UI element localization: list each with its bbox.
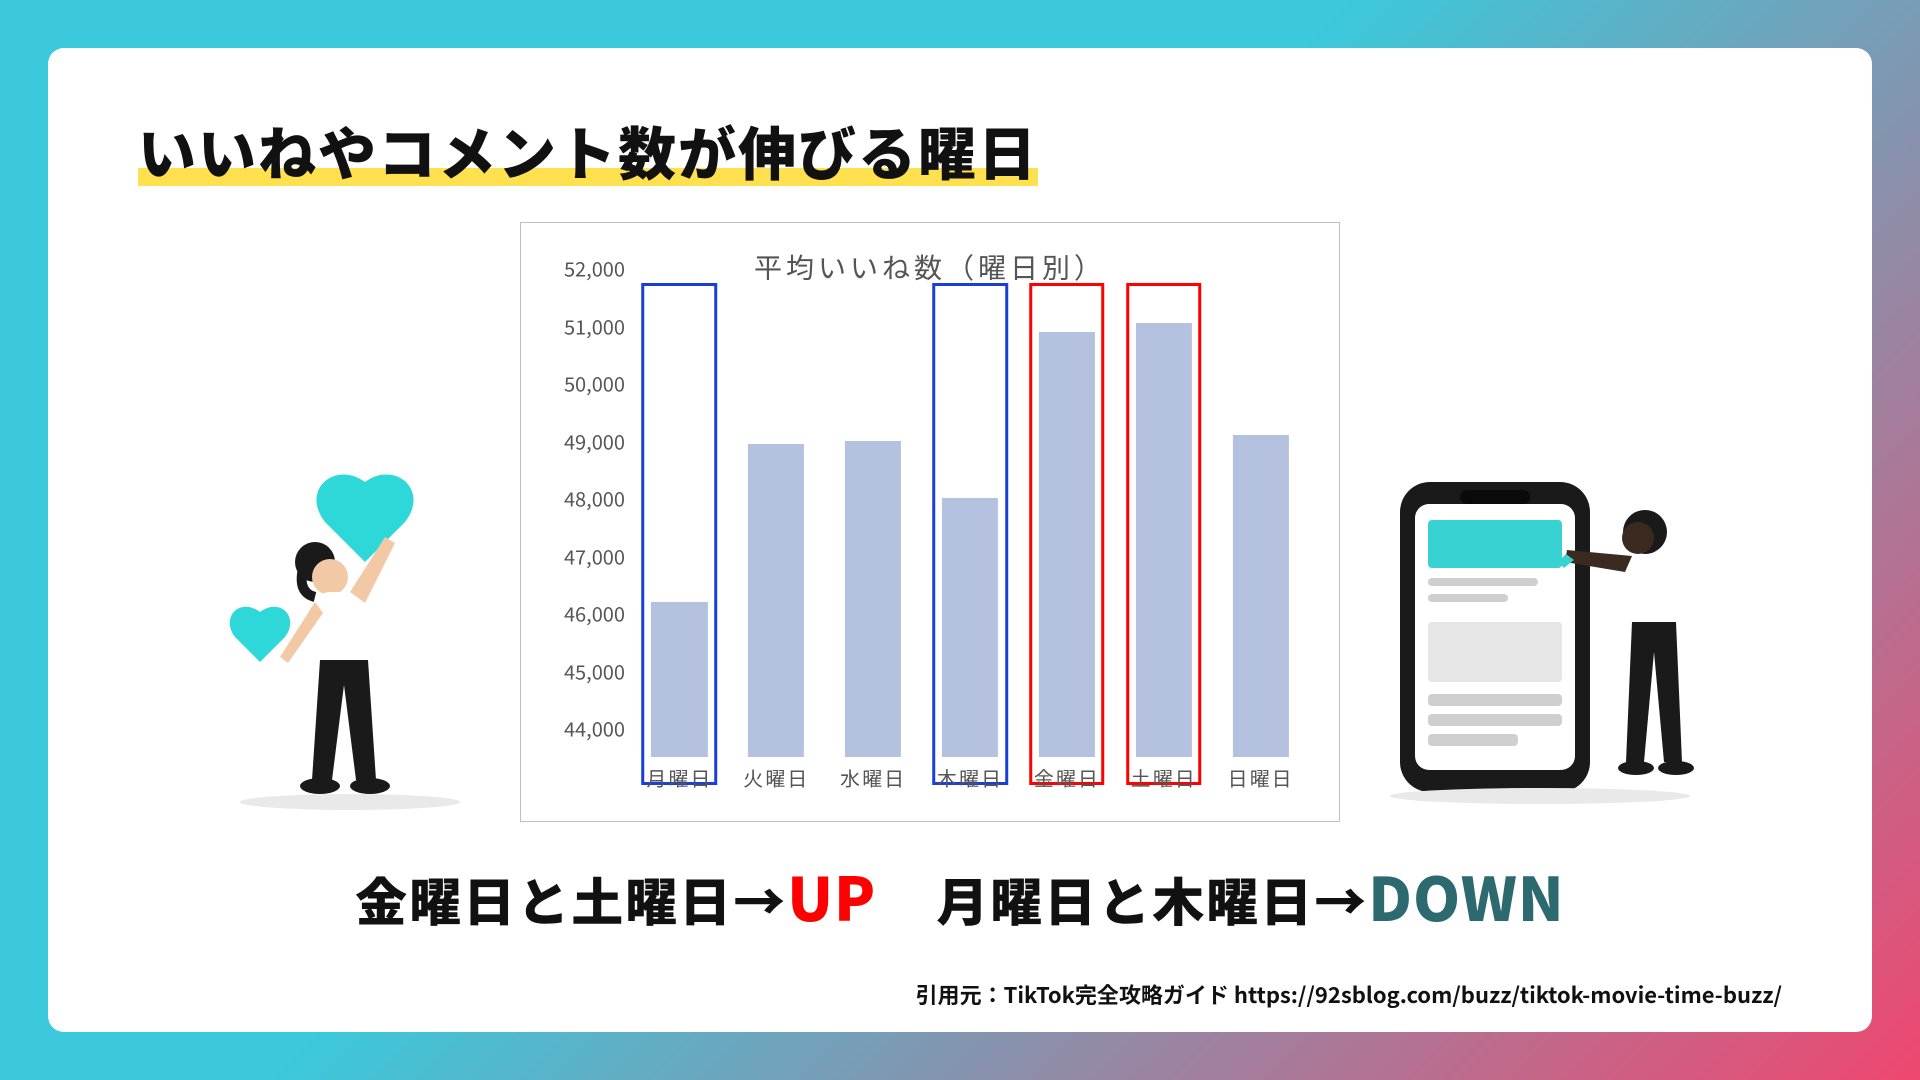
up-label: UP [787,852,876,939]
bar [845,441,901,757]
weekday-likes-chart: 平均いいね数（曜日別） 44,000 45,000 46,000 47,000 48,0… [520,222,1340,822]
y-tick-label: 52,000 [541,254,625,283]
bars-container [631,297,1309,757]
y-tick-label: 47,000 [541,541,625,570]
x-tick-label: 金曜日 [1018,757,1115,797]
gradient-background: いいねやコメント数が伸びる曜日 [0,0,1920,1080]
x-tick-label: 土曜日 [1115,757,1212,797]
bar [651,602,707,757]
x-tick-label: 火曜日 [728,757,825,797]
chart-title: 平均いいね数（曜日別） [541,247,1319,287]
phone-person-illustration [1380,462,1700,822]
summary-mon-thu: 月曜日と木曜日→DOWN [936,852,1564,939]
y-tick-label: 44,000 [541,714,625,743]
y-tick-label: 51,000 [541,311,625,340]
bar [748,444,804,757]
bar [1039,332,1095,758]
y-axis: 44,000 45,000 46,000 47,000 48,000 49,000 50,0… [541,297,631,757]
bar-slot [1018,297,1115,757]
chart-plot: 44,000 45,000 46,000 47,000 48,000 49,000 50,0… [541,297,1319,797]
middle-row: 平均いいね数（曜日別） 44,000 45,000 46,000 47,000 48,0… [138,222,1782,822]
bar-slot [1212,297,1309,757]
bar-slot [728,297,825,757]
bar [1232,435,1288,757]
y-tick-label: 49,000 [541,426,625,455]
bar-slot [631,297,728,757]
x-tick-label: 月曜日 [631,757,728,797]
summary-left-jp: 金曜日と土曜日→ [355,861,787,936]
x-tick-label: 水曜日 [825,757,922,797]
title-wrap: いいねやコメント数が伸びる曜日 [138,108,1038,192]
bar-slot [1115,297,1212,757]
citation: 引用元：TikTok完全攻略ガイド https://92sblog.com/bu… [916,978,1782,1010]
x-tick-label: 木曜日 [922,757,1019,797]
grid-area [631,297,1309,757]
summary-right-jp: 月曜日と木曜日→ [936,861,1368,936]
heart-person-illustration [220,442,480,822]
content-card: いいねやコメント数が伸びる曜日 [48,48,1872,1032]
bar [1136,323,1192,757]
y-tick-label: 46,000 [541,599,625,628]
x-axis: 月曜日火曜日水曜日木曜日金曜日土曜日日曜日 [631,757,1309,797]
bar [942,498,998,757]
y-tick-label: 48,000 [541,484,625,513]
bar-slot [922,297,1019,757]
down-label: DOWN [1368,852,1564,939]
bar-slot [825,297,922,757]
y-tick-label: 50,000 [541,369,625,398]
x-tick-label: 日曜日 [1212,757,1309,797]
y-tick-label: 45,000 [541,656,625,685]
summary-line: 金曜日と土曜日→UP 月曜日と木曜日→DOWN [138,852,1782,939]
summary-fri-sat: 金曜日と土曜日→UP [355,852,876,939]
page-title: いいねやコメント数が伸びる曜日 [138,108,1038,192]
